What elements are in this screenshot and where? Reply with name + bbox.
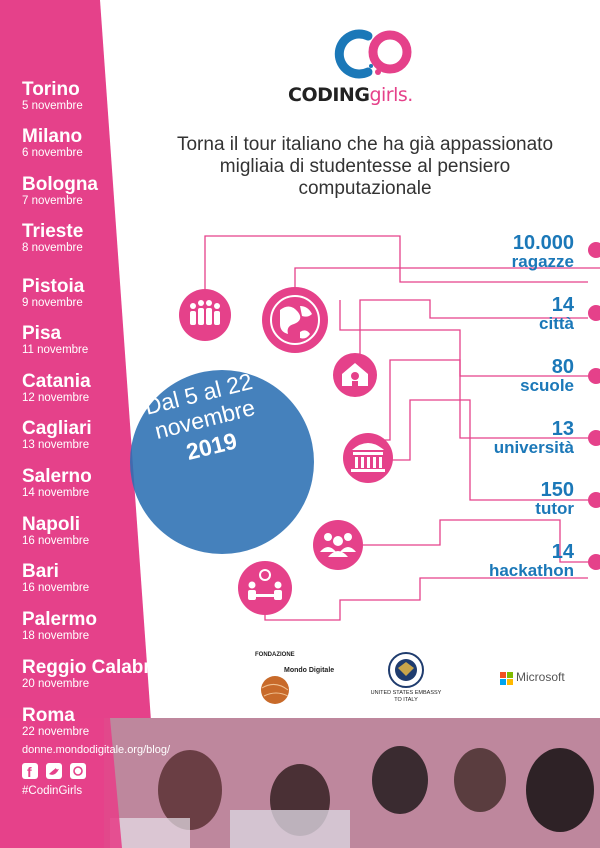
- city-item: Reggio Calabria 20 novembre: [22, 658, 167, 691]
- city-item: Pistoia 9 novembre: [22, 277, 84, 310]
- city-date: 16 novembre: [22, 535, 90, 547]
- city-date: 7 novembre: [22, 195, 83, 207]
- stat-number: 80: [551, 356, 574, 378]
- logo-wordmark: CODINGgirls.: [288, 84, 413, 106]
- city-name: Torino: [22, 79, 80, 100]
- connector-dots: [588, 242, 600, 570]
- city-date: 20 novembre: [22, 678, 90, 690]
- students-photo: [104, 718, 600, 848]
- stat-label: città: [539, 314, 574, 333]
- city-item: Palermo 18 novembre: [22, 610, 97, 643]
- microsoft-logo-mark: [500, 672, 513, 685]
- city-name: Reggio Calabria: [22, 657, 167, 678]
- pink-band-overlay: [0, 718, 122, 848]
- city-name: Trieste: [22, 221, 84, 242]
- people-icon: [179, 289, 231, 341]
- stat-number: 14: [551, 294, 574, 316]
- city-date: 5 novembre: [22, 100, 83, 112]
- date-circle-bg: [130, 370, 314, 554]
- us-embassy-seal: [388, 652, 424, 688]
- pink-side-band: [0, 0, 160, 848]
- tutor-icon: [238, 561, 292, 615]
- stat-number: 10.000: [512, 232, 574, 254]
- city-date: 14 novembre: [22, 487, 90, 499]
- social-icons: f: [22, 763, 86, 780]
- connector-lines: [204, 235, 600, 621]
- city-item: Catania 12 novembre: [22, 372, 91, 405]
- city-name: Bari: [22, 561, 59, 582]
- stat-label: università: [493, 438, 574, 457]
- stat-tutor: 150 tutor: [535, 480, 574, 517]
- city-date: 13 novembre: [22, 439, 90, 451]
- fondazione-name: Mondo Digitale: [284, 667, 335, 674]
- city-date: 18 novembre: [22, 630, 90, 642]
- city-name: Roma: [22, 705, 75, 726]
- city-item: Salerno 14 novembre: [22, 467, 92, 500]
- stat-label: scuole: [520, 376, 574, 395]
- stat-label: tutor: [535, 499, 574, 518]
- city-item: Milano 6 novembre: [22, 127, 83, 160]
- city-date: 9 novembre: [22, 297, 83, 309]
- logo-coding: CODING: [288, 84, 370, 106]
- globe-icon: [262, 287, 328, 353]
- coding-girls-logo-mark: [334, 29, 412, 79]
- city-date: 11 novembre: [22, 344, 89, 356]
- city-date: 6 novembre: [22, 147, 83, 159]
- embassy-label: UNITED STATES EMBASSY TO ITALY: [368, 690, 444, 704]
- stat-scuole: 80 scuole: [520, 357, 574, 394]
- city-name: Catania: [22, 371, 91, 392]
- hashtag: #CodinGirls: [22, 785, 83, 797]
- embassy-line-2: TO ITALY: [394, 697, 418, 703]
- city-name: Napoli: [22, 514, 81, 535]
- stat-number: 14: [551, 541, 574, 563]
- headline: Torna il tour italiano che ha già appass…: [176, 134, 554, 199]
- city-name: Salerno: [22, 466, 92, 487]
- city-item: Napoli 16 novembre: [22, 515, 89, 548]
- city-name: Palermo: [22, 609, 97, 630]
- city-name: Pisa: [22, 323, 62, 344]
- city-item: Cagliari 13 novembre: [22, 419, 92, 452]
- city-date: 8 novembre: [22, 242, 83, 254]
- stat-number: 13: [551, 418, 574, 440]
- city-item: Bari 16 novembre: [22, 562, 89, 595]
- stat-ragazze: 10.000 ragazze: [512, 233, 574, 270]
- school-icon: [333, 353, 377, 397]
- city-name: Pistoia: [22, 276, 85, 297]
- fondazione-logo: [261, 676, 289, 704]
- svg-text:f: f: [27, 764, 32, 780]
- city-date: 16 novembre: [22, 582, 90, 594]
- city-name: Milano: [22, 126, 83, 147]
- city-item: Torino 5 novembre: [22, 80, 83, 113]
- city-item: Bologna 7 novembre: [22, 175, 98, 208]
- city-item: Trieste 8 novembre: [22, 222, 83, 255]
- city-item: Roma 22 novembre: [22, 706, 89, 739]
- city-name: Bologna: [22, 174, 98, 195]
- stat-universita: 13 università: [494, 419, 574, 456]
- fondazione-small: FONDAZIONE: [255, 652, 295, 658]
- city-name: Cagliari: [22, 418, 92, 439]
- website-link[interactable]: donne.mondodigitale.org/blog/: [22, 744, 171, 756]
- city-date: 12 novembre: [22, 392, 90, 404]
- group-icon: [313, 520, 363, 570]
- stat-label: hackathon: [488, 561, 574, 580]
- stat-label: ragazze: [511, 252, 574, 271]
- stat-citta: 14 città: [539, 295, 574, 332]
- microsoft-name: Microsoft: [516, 670, 565, 684]
- city-item: Pisa 11 novembre: [22, 324, 88, 357]
- stat-hackathon: 14 hackathon: [489, 542, 574, 579]
- city-date: 22 novembre: [22, 726, 90, 738]
- stat-number: 150: [540, 479, 574, 501]
- university-icon: [343, 433, 393, 483]
- logo-girls: girls.: [369, 84, 413, 106]
- embassy-line-1: UNITED STATES EMBASSY: [370, 690, 442, 696]
